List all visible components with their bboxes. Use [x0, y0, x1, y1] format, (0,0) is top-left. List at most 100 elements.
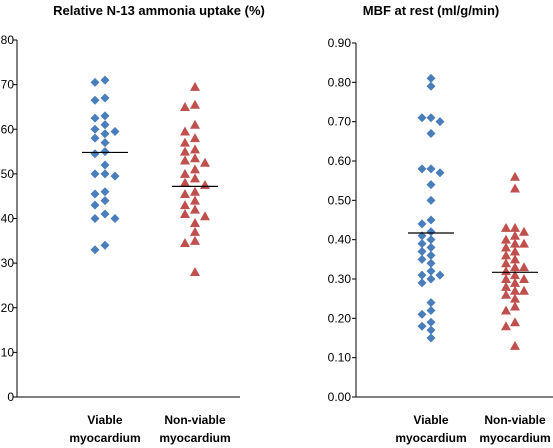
data-point [180, 200, 190, 210]
chart-2-panel: 0.00 0.10 0.20 0.30 0.40 0.50 0.60 0.70 0.80 0.90… [328, 36, 553, 445]
category-label: Viable [413, 413, 448, 427]
y-tick-label: 0.90 [328, 36, 352, 50]
data-point [90, 113, 100, 123]
data-point [426, 113, 436, 123]
data-point [519, 226, 529, 236]
data-point [100, 209, 110, 219]
data-point [100, 93, 110, 103]
chart-1-title: Relative N-13 ammonia uptake (%) [53, 3, 265, 18]
data-point [180, 209, 190, 219]
data-point [90, 124, 100, 134]
data-point [190, 267, 200, 277]
data-point [180, 137, 190, 147]
data-point [417, 321, 427, 331]
data-point [417, 219, 427, 229]
data-point [435, 270, 445, 280]
data-point [200, 211, 210, 221]
data-point [501, 305, 511, 315]
data-point [180, 126, 190, 136]
data-point [417, 254, 427, 264]
data-point [180, 188, 190, 198]
data-point [501, 289, 511, 299]
data-point [510, 285, 520, 295]
data-point [110, 214, 120, 223]
data-point [180, 177, 190, 187]
data-point [435, 117, 445, 127]
data-point [426, 305, 436, 315]
data-point [190, 81, 200, 91]
data-point [519, 238, 529, 248]
data-point [190, 217, 200, 227]
data-point [510, 238, 520, 248]
data-point [100, 187, 110, 197]
data-point [180, 101, 190, 111]
data-point [510, 183, 520, 193]
data-point [510, 254, 520, 264]
chart-1-panel: 0 10 20 30 40 50 60 70 80 Viable myocardium Non-via… [1, 33, 240, 445]
data-point [510, 222, 520, 232]
data-point [510, 293, 520, 303]
data-point [510, 270, 520, 280]
data-point [90, 149, 100, 159]
data-point [501, 234, 511, 244]
data-point [510, 171, 520, 181]
data-point [426, 243, 436, 253]
y-tick-label: 0.80 [328, 75, 352, 89]
data-point [190, 226, 200, 236]
data-point [426, 215, 436, 225]
data-point [190, 99, 200, 109]
data-point [426, 128, 436, 138]
y-tick-label: 10 [1, 345, 15, 359]
y-tick-label: 70 [1, 78, 15, 92]
data-point [426, 81, 436, 91]
data-point [417, 278, 427, 288]
data-point [190, 235, 200, 245]
data-point [501, 250, 511, 260]
y-tick-label: 0.00 [328, 390, 352, 404]
data-point [501, 242, 511, 252]
data-point [426, 164, 436, 174]
data-point [200, 180, 210, 190]
y-tick-label: 0.50 [328, 193, 352, 207]
data-point [417, 239, 427, 249]
data-point [510, 301, 520, 311]
y-tick-label: 0.60 [328, 154, 352, 168]
category-label: Non-viable [484, 413, 546, 427]
data-point [510, 230, 520, 240]
data-point [190, 153, 200, 163]
data-point [417, 270, 427, 280]
y-tick-label: 0.30 [328, 272, 352, 286]
data-point [180, 155, 190, 165]
data-point [426, 258, 436, 268]
data-point [426, 227, 436, 237]
data-point [100, 240, 110, 250]
category-label: myocardium [395, 431, 466, 445]
data-point [100, 160, 110, 170]
data-point [190, 119, 200, 129]
data-point [426, 266, 436, 276]
data-point [417, 113, 427, 123]
data-point [501, 266, 511, 276]
data-point [190, 204, 200, 214]
y-tick-label: 80 [1, 33, 15, 47]
data-point [435, 168, 445, 178]
data-point [190, 144, 200, 154]
y-tick-label: 40 [1, 212, 15, 226]
data-point [501, 281, 511, 291]
data-point [426, 274, 436, 284]
y-tick-label: 0.20 [328, 311, 352, 325]
data-point [190, 173, 200, 183]
data-point [426, 333, 436, 343]
data-point [510, 340, 520, 350]
data-point [417, 164, 427, 174]
data-point [200, 157, 210, 167]
data-point [100, 111, 110, 121]
category-label: myocardium [479, 431, 550, 445]
data-point [90, 95, 100, 105]
data-point [426, 235, 436, 245]
data-point [519, 262, 529, 272]
y-tick-label: 60 [1, 122, 15, 136]
data-point [190, 164, 200, 174]
data-point [90, 214, 100, 223]
